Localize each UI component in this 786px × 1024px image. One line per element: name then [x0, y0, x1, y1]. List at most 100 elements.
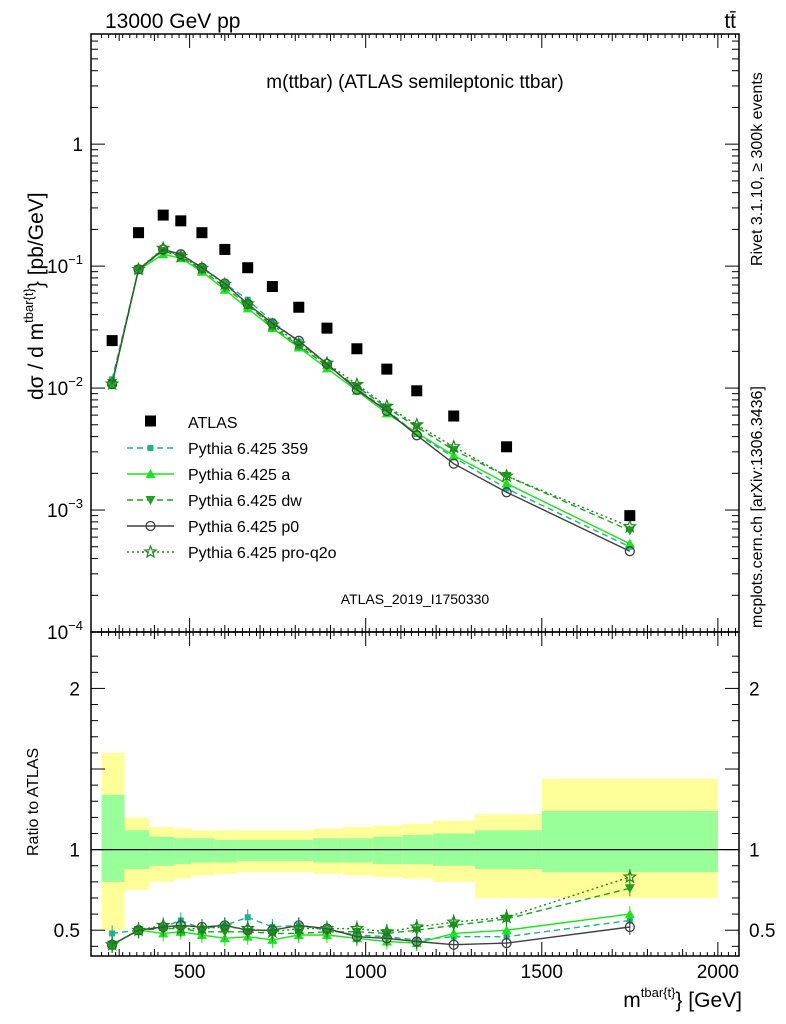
ratio-point-pa: [501, 925, 512, 935]
ratio-point-pq2o: [265, 924, 280, 939]
main-y-tick-labels: 110−110−210−310−4: [47, 135, 83, 644]
legend-marker-atlas: [145, 415, 156, 427]
ratio-point-pa: [624, 909, 635, 919]
band-inner: [541, 810, 718, 873]
header-right: tt̄: [724, 10, 736, 33]
ratio-y-tick-label-right: 2: [749, 679, 760, 700]
y-axis-label: dσ / d m: [25, 323, 48, 400]
y-tick-label-exponent: −1: [68, 252, 83, 267]
band-inner: [101, 794, 125, 882]
x-axis-label-sup: tbar{t}: [641, 985, 676, 1000]
ratio-point-pq2o: [155, 917, 171, 932]
point-pp0: [624, 546, 635, 557]
point-atlas: [175, 215, 187, 227]
y-tick-label-exponent: −3: [68, 496, 83, 511]
header-left: 13000 GeV pp: [105, 10, 240, 33]
y-tick-label: 10−1: [47, 252, 83, 278]
legend: ATLAS Pythia 6.425 359 Pythia 6.425 a Pythi…: [127, 415, 337, 562]
point-atlas: [106, 335, 118, 347]
y-tick-label: 10−2: [47, 374, 83, 400]
y-tick-label-base: 10: [47, 257, 68, 278]
ratio-y-tick-label: 2: [69, 679, 80, 700]
legend-label-pq2o: Pythia 6.425 pro-q2o: [188, 545, 337, 562]
point-pq2o: [240, 296, 255, 311]
point-atlas: [381, 363, 393, 375]
point-pq2o: [131, 261, 146, 276]
ratio-point-p359: [244, 914, 251, 921]
legend-marker-pq2o: [143, 544, 158, 559]
point-atlas: [411, 385, 423, 397]
ratio-line-pp0: [111, 924, 630, 946]
point-atlas: [624, 510, 636, 522]
legend-label-pp0: Pythia 6.425 p0: [188, 519, 299, 536]
point-pq2o: [319, 355, 335, 370]
point-pp0: [351, 384, 363, 395]
ratio-point-pq2o: [291, 920, 307, 935]
side-label-top: Rivet 3.1.10, ≥ 300k events: [749, 72, 766, 266]
y-tick-label: 1: [72, 135, 83, 156]
point-pq2o: [409, 417, 425, 431]
y-tick-label-base: 1: [72, 135, 83, 156]
band-inner: [342, 838, 373, 863]
ratio-point-pq2o: [379, 924, 395, 939]
legend-marker-pa: [145, 469, 156, 478]
legend-label-p359: Pythia 6.425 359: [188, 441, 308, 458]
band-inner: [173, 838, 192, 865]
ratio-point-pp0: [501, 937, 512, 949]
point-pq2o: [173, 248, 189, 263]
y-tick-label-base: 10: [47, 623, 68, 644]
band-inner: [286, 839, 313, 861]
ratio-plot-area: [104, 869, 638, 953]
chart-title: m(ttbar) (ATLAS semileptonic ttbar): [266, 72, 563, 93]
main-panel: m(ttbar) (ATLAS semileptonic ttbar) ATLA…: [21, 33, 740, 644]
point-pp0: [321, 358, 333, 369]
point-pp0: [158, 244, 169, 255]
point-pq2o: [379, 398, 395, 413]
point-pp0: [501, 487, 512, 498]
x-tick-label: 1500: [521, 962, 563, 983]
y-tick-label-exponent: −4: [68, 618, 83, 633]
point-p359: [269, 318, 276, 325]
x-axis-title: mtbar{t}} [GeV]: [623, 985, 742, 1012]
point-pp0: [448, 458, 459, 469]
ratio-point-pp0: [624, 921, 635, 933]
ratio-y-tick-label: 1: [69, 841, 80, 862]
y-tick-label-base: 10: [47, 379, 68, 400]
main-plot-area: [104, 209, 638, 557]
point-atlas: [242, 262, 254, 274]
point-pq2o: [217, 276, 233, 291]
series-line-pp0: [111, 248, 631, 552]
point-atlas: [157, 209, 169, 221]
point-pp0: [381, 405, 392, 417]
ratio-panel: 0.5 0.5 1 1 2 2 500 1000 1500 2000 Ratio to ATLA…: [25, 631, 776, 1012]
ratio-frame: [90, 631, 740, 957]
y-tick-label-exponent: −2: [68, 374, 83, 389]
svg-text:dσ / d mtbar{t}} [pb/GeV]: dσ / d mtbar{t}} [pb/GeV]: [21, 192, 48, 400]
band-inner: [237, 839, 261, 861]
side-label-bottom: mcplots.cern.ch [arXiv:1306.3436]: [749, 386, 766, 628]
series-line-pq2o: [111, 247, 631, 528]
point-atlas: [196, 227, 208, 239]
series-line-pa: [111, 253, 631, 545]
ratio-point-pp0: [448, 939, 459, 950]
band-inner: [191, 838, 215, 863]
point-pq2o: [104, 376, 120, 391]
point-pq2o: [499, 468, 514, 483]
ratio-point-p359: [109, 930, 116, 937]
point-pq2o: [265, 317, 280, 332]
ratio-point-pq2o: [409, 919, 425, 934]
point-atlas: [448, 410, 460, 422]
point-pa: [624, 538, 635, 548]
series-line-pdw: [111, 250, 631, 532]
ratio-y-tick-labels: 0.5 0.5 1 1 2 2: [54, 679, 776, 942]
legend-label-pdw: Pythia 6.425 dw: [188, 493, 302, 510]
x-tick-labels: 500 1000 1500 2000: [174, 962, 739, 983]
point-pa: [411, 427, 422, 437]
y-tick-label: 10−3: [47, 496, 83, 522]
ratio-y-tick-label: 0.5: [54, 921, 80, 942]
band-inner: [149, 836, 174, 866]
point-p359: [503, 485, 510, 492]
band-inner: [312, 838, 343, 863]
point-pq2o: [622, 519, 638, 533]
